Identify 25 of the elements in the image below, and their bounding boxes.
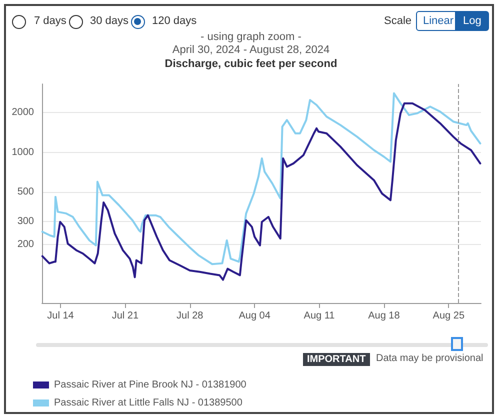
- x-tick-label: Aug 25: [432, 310, 465, 322]
- text: 120 days: [152, 15, 197, 27]
- y-tick-label: 1000: [12, 146, 34, 158]
- x-tick-label: Jul 28: [176, 310, 204, 322]
- legend-label: Passaic River at Little Falls NJ - 01389500: [54, 398, 243, 408]
- text: Data may be provisional: [376, 353, 484, 364]
- y-tick-label: 500: [17, 186, 34, 198]
- x-tick-label: Aug 18: [368, 310, 400, 322]
- x-tick-label: Aug 04: [238, 310, 271, 322]
- x-tick-label: Aug 11: [304, 310, 336, 322]
- y-tick-label: 200: [17, 239, 34, 250]
- text: IMPORTANT: [303, 353, 370, 366]
- x-tick-label: Jul 21: [112, 310, 139, 322]
- text: Linear: [416, 11, 461, 31]
- text: Scale: [384, 15, 412, 27]
- text: 30 days: [90, 15, 129, 27]
- y-tick-label: 300: [17, 216, 34, 227]
- text: Log: [455, 11, 490, 31]
- y-tick-label: 2000: [12, 107, 34, 118]
- chart-subtitle: April 30, 2024 - August 28, 2024: [171, 44, 331, 56]
- chart-title: Discharge, cubic feet per second: [164, 58, 338, 70]
- x-tick-label: Jul 14: [47, 310, 74, 322]
- text: - using graph zoom -: [200, 31, 302, 43]
- legend-label: Passaic River at Pine Brook NJ - 01381900: [54, 380, 247, 390]
- text: 7 days: [34, 15, 66, 27]
